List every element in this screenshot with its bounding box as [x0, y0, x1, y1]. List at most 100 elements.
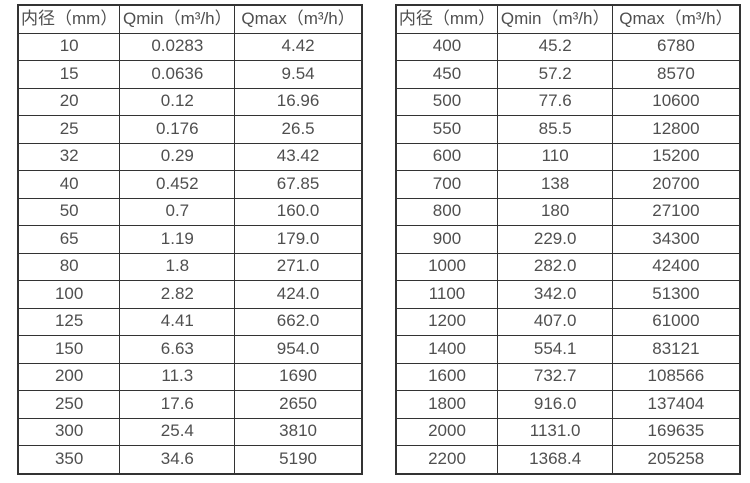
- diameter-cell: 900: [395, 225, 499, 254]
- table-row: 800 180 27100: [395, 197, 741, 226]
- diameter-cell: 400: [395, 32, 499, 61]
- table-row: 300 25.4 3810: [17, 417, 363, 446]
- diameter-cell: 250: [17, 390, 121, 419]
- qmin-cell: 282.0: [497, 252, 614, 281]
- diameter-cell: 1100: [395, 280, 499, 309]
- diameter-cell: 100: [17, 280, 121, 309]
- qmin-cell: 732.7: [497, 362, 614, 391]
- table-row: 2200 1368.4 205258: [395, 445, 741, 474]
- qmin-cell: 0.452: [119, 170, 236, 199]
- diameter-cell: 2000: [395, 417, 499, 446]
- table-row: 700 138 20700: [395, 170, 741, 199]
- qmax-cell: 954.0: [234, 335, 363, 364]
- diameter-cell: 800: [395, 197, 499, 226]
- qmax-cell: 67.85: [234, 170, 363, 199]
- diameter-cell: 20: [17, 87, 121, 116]
- qmin-cell: 2.82: [119, 280, 236, 309]
- diameter-cell: 15: [17, 60, 121, 89]
- qmax-cell: 160.0: [234, 197, 363, 226]
- qmin-cell: 1368.4: [497, 445, 614, 474]
- qmin-cell: 0.0636: [119, 60, 236, 89]
- qmax-cell: 179.0: [234, 225, 363, 254]
- qmin-cell: 1.19: [119, 225, 236, 254]
- diameter-column-header: 内径（mm）: [395, 4, 499, 34]
- table-row: 10 0.0283 4.42: [17, 32, 363, 61]
- table-row: 40 0.452 67.85: [17, 170, 363, 199]
- qmax-cell: 12800: [612, 115, 741, 144]
- table-row: 80 1.8 271.0: [17, 252, 363, 281]
- qmin-cell: 1131.0: [497, 417, 614, 446]
- qmax-cell: 424.0: [234, 280, 363, 309]
- qmin-cell: 342.0: [497, 280, 614, 309]
- qmax-cell: 61000: [612, 307, 741, 336]
- table-row: 1400 554.1 83121: [395, 335, 741, 364]
- qmin-cell: 11.3: [119, 362, 236, 391]
- diameter-cell: 50: [17, 197, 121, 226]
- qmin-cell: 110: [497, 142, 614, 171]
- header-row: 内径（mm） Qmin（m³/h） Qmax（m³/h）: [17, 4, 363, 34]
- qmin-cell: 45.2: [497, 32, 614, 61]
- qmax-cell: 5190: [234, 445, 363, 474]
- table-row: 400 45.2 6780: [395, 32, 741, 61]
- table-row: 450 57.2 8570: [395, 60, 741, 89]
- qmax-cell: 662.0: [234, 307, 363, 336]
- qmin-cell: 1.8: [119, 252, 236, 281]
- qmax-cell: 8570: [612, 60, 741, 89]
- qmax-cell: 271.0: [234, 252, 363, 281]
- table-row: 125 4.41 662.0: [17, 307, 363, 336]
- qmax-cell: 42400: [612, 252, 741, 281]
- diameter-cell: 40: [17, 170, 121, 199]
- qmin-cell: 6.63: [119, 335, 236, 364]
- qmax-cell: 15200: [612, 142, 741, 171]
- qmin-cell: 17.6: [119, 390, 236, 419]
- diameter-cell: 1600: [395, 362, 499, 391]
- table-row: 1800 916.0 137404: [395, 390, 741, 419]
- table-row: 550 85.5 12800: [395, 115, 741, 144]
- qmin-cell: 85.5: [497, 115, 614, 144]
- diameter-cell: 10: [17, 32, 121, 61]
- qmax-cell: 4.42: [234, 32, 363, 61]
- diameter-cell: 200: [17, 362, 121, 391]
- qmin-column-header: Qmin（m³/h）: [497, 4, 614, 34]
- diameter-cell: 65: [17, 225, 121, 254]
- qmax-cell: 16.96: [234, 87, 363, 116]
- header-row: 内径（mm） Qmin（m³/h） Qmax（m³/h）: [395, 4, 741, 34]
- qmin-cell: 138: [497, 170, 614, 199]
- qmax-cell: 3810: [234, 417, 363, 446]
- diameter-cell: 600: [395, 142, 499, 171]
- qmin-cell: 4.41: [119, 307, 236, 336]
- qmax-cell: 83121: [612, 335, 741, 364]
- qmin-cell: 916.0: [497, 390, 614, 419]
- table-row: 50 0.7 160.0: [17, 197, 363, 226]
- diameter-cell: 1000: [395, 252, 499, 281]
- table-row: 250 17.6 2650: [17, 390, 363, 419]
- diameter-cell: 350: [17, 445, 121, 474]
- diameter-cell: 300: [17, 417, 121, 446]
- qmax-cell: 1690: [234, 362, 363, 391]
- qmax-cell: 2650: [234, 390, 363, 419]
- table-row: 32 0.29 43.42: [17, 142, 363, 171]
- table-row: 25 0.176 26.5: [17, 115, 363, 144]
- qmin-cell: 407.0: [497, 307, 614, 336]
- qmax-column-header: Qmax（m³/h）: [612, 4, 741, 34]
- table-row: 2000 1131.0 169635: [395, 417, 741, 446]
- table-row: 65 1.19 179.0: [17, 225, 363, 254]
- diameter-cell: 150: [17, 335, 121, 364]
- qmax-cell: 9.54: [234, 60, 363, 89]
- table-row: 900 229.0 34300: [395, 225, 741, 254]
- table-row: 200 11.3 1690: [17, 362, 363, 391]
- qmin-cell: 229.0: [497, 225, 614, 254]
- qmin-cell: 554.1: [497, 335, 614, 364]
- qmin-cell: 25.4: [119, 417, 236, 446]
- qmax-column-header: Qmax（m³/h）: [234, 4, 363, 34]
- table-row: 100 2.82 424.0: [17, 280, 363, 309]
- qmin-cell: 0.176: [119, 115, 236, 144]
- diameter-cell: 1400: [395, 335, 499, 364]
- diameter-cell: 80: [17, 252, 121, 281]
- spec-table-large-diameters: 内径（mm） Qmin（m³/h） Qmax（m³/h） 400 45.2 6780 450…: [394, 4, 741, 475]
- diameter-cell: 500: [395, 87, 499, 116]
- qmax-cell: 34300: [612, 225, 741, 254]
- table-row: 500 77.6 10600: [395, 87, 741, 116]
- diameter-cell: 125: [17, 307, 121, 336]
